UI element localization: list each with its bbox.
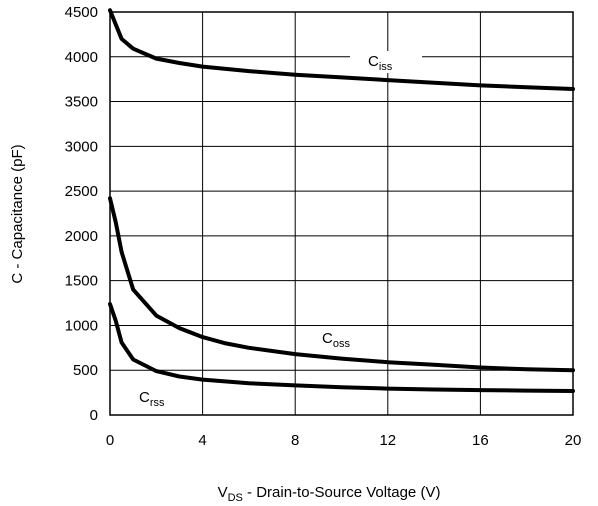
series-label-sub: oss [333,338,351,350]
y-axis-label: C - Capacitance (pF) [9,144,26,283]
plot-frame [109,11,574,416]
series-line-coss [108,196,575,373]
series-label-main: C [322,330,333,347]
y-tick-labels: 0 500 1000 1500 2000 2500 3000 3500 4000 4500 [65,4,98,424]
series-label-sub: iss [379,61,393,73]
x-tick-label: 16 [472,432,489,449]
series-label-main: C [139,389,150,406]
x-tick-label: 0 [106,432,114,449]
series-label-crss: Crss [139,389,165,409]
x-tick-label: 8 [291,432,299,449]
x-tick-label: 12 [379,432,396,449]
series-line-crss [108,302,575,393]
x-axis-label-rest: - Drain-to-Source Voltage (V) [243,484,441,501]
x-tick-labels: 0 4 8 12 16 20 [106,432,582,449]
series-label-background [310,327,368,349]
series-label-main: C [368,53,379,70]
y-tick-label: 1500 [65,273,98,290]
y-tick-label: 3000 [65,138,98,155]
y-tick-label: 1000 [65,317,98,334]
y-tick-label: 500 [73,362,98,379]
series-line-ciss [108,8,575,91]
series-label-ciss: Ciss [368,53,393,73]
y-tick-label: 3500 [65,94,98,111]
series-lines [108,8,575,393]
y-tick-label: 2000 [65,228,98,245]
y-tick-label: 2500 [65,183,98,200]
x-tick-label: 20 [565,432,582,449]
series-label-coss: Coss [322,330,350,350]
series-label-sub: rss [150,397,165,409]
x-tick-label: 4 [198,432,206,449]
y-tick-label: 0 [90,407,98,424]
grid [109,11,574,416]
x-axis-label-sub: DS [228,492,243,504]
series-label-background [350,51,422,73]
x-axis-label-main: V [218,484,228,501]
y-tick-label: 4500 [65,4,98,21]
x-axis-label: VDS - Drain-to-Source Voltage (V) [218,484,441,504]
y-tick-label: 4000 [65,49,98,66]
